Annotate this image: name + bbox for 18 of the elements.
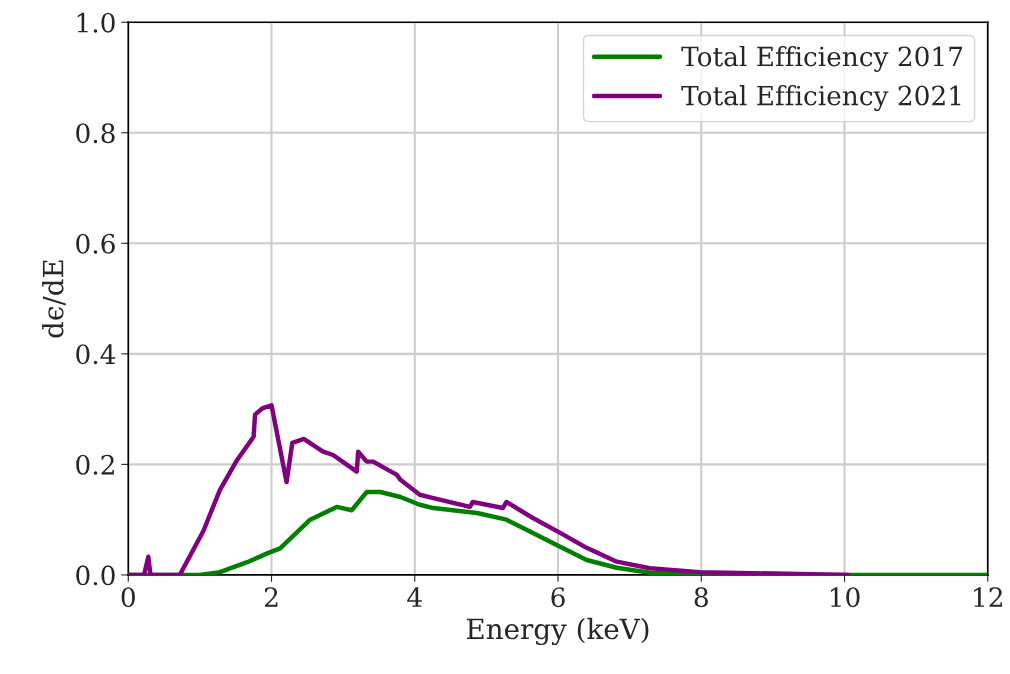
x-tick-label: 0 bbox=[121, 587, 135, 608]
y-tick-label: 0.4 bbox=[76, 344, 116, 365]
y-tick-label: 1.0 bbox=[77, 12, 115, 33]
x-tick-label: 12 bbox=[974, 587, 1002, 607]
x-tick-label: 2 bbox=[264, 587, 278, 607]
legend-label: Total Efficiency 2017 bbox=[681, 45, 963, 72]
x-tick-label: 4 bbox=[407, 587, 422, 607]
line-series bbox=[128, 403, 851, 575]
y-axis-title: dϵ/dE bbox=[42, 260, 66, 338]
x-tick-label: 8 bbox=[694, 587, 708, 608]
x-tick-label: 10 bbox=[830, 587, 860, 608]
x-tick-label: 6 bbox=[551, 587, 565, 608]
y-tick-label: 0.8 bbox=[76, 123, 115, 144]
y-tick-label: 0.2 bbox=[76, 454, 114, 475]
legend-label: Total Efficiency 2021 bbox=[681, 85, 961, 112]
x-axis-title: Energy (keV) bbox=[466, 617, 649, 646]
y-tick-label: 0.0 bbox=[76, 565, 115, 586]
y-tick-label: 0.6 bbox=[76, 233, 115, 254]
